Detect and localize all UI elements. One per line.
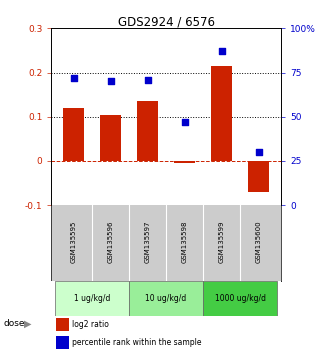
Text: log2 ratio: log2 ratio: [72, 320, 109, 329]
Bar: [212, 66, 232, 161]
Text: GSM135595: GSM135595: [71, 221, 77, 263]
Bar: [203, 281, 277, 316]
Bar: [100, 115, 121, 161]
Text: GSM135600: GSM135600: [256, 220, 262, 263]
Point: [182, 119, 187, 125]
Point: [71, 75, 76, 81]
Text: GSM135596: GSM135596: [108, 220, 114, 263]
Text: GSM135598: GSM135598: [182, 220, 188, 263]
Bar: [137, 101, 158, 161]
Text: percentile rank within the sample: percentile rank within the sample: [72, 338, 202, 347]
Point: [108, 79, 113, 84]
Bar: [56, 336, 69, 349]
Bar: [129, 281, 203, 316]
Bar: [174, 161, 195, 163]
Text: GSM135597: GSM135597: [144, 220, 151, 263]
Point: [219, 48, 224, 54]
Bar: [63, 108, 84, 161]
Bar: [56, 318, 69, 331]
Text: ▶: ▶: [24, 319, 31, 329]
Bar: [55, 281, 129, 316]
Text: 1000 ug/kg/d: 1000 ug/kg/d: [215, 294, 266, 303]
Text: 1 ug/kg/d: 1 ug/kg/d: [74, 294, 110, 303]
Text: 10 ug/kg/d: 10 ug/kg/d: [145, 294, 187, 303]
Title: GDS2924 / 6576: GDS2924 / 6576: [117, 15, 215, 28]
Point: [256, 149, 261, 155]
Text: dose: dose: [3, 319, 25, 329]
Bar: [248, 161, 269, 192]
Point: [145, 77, 150, 82]
Text: GSM135599: GSM135599: [219, 220, 225, 263]
